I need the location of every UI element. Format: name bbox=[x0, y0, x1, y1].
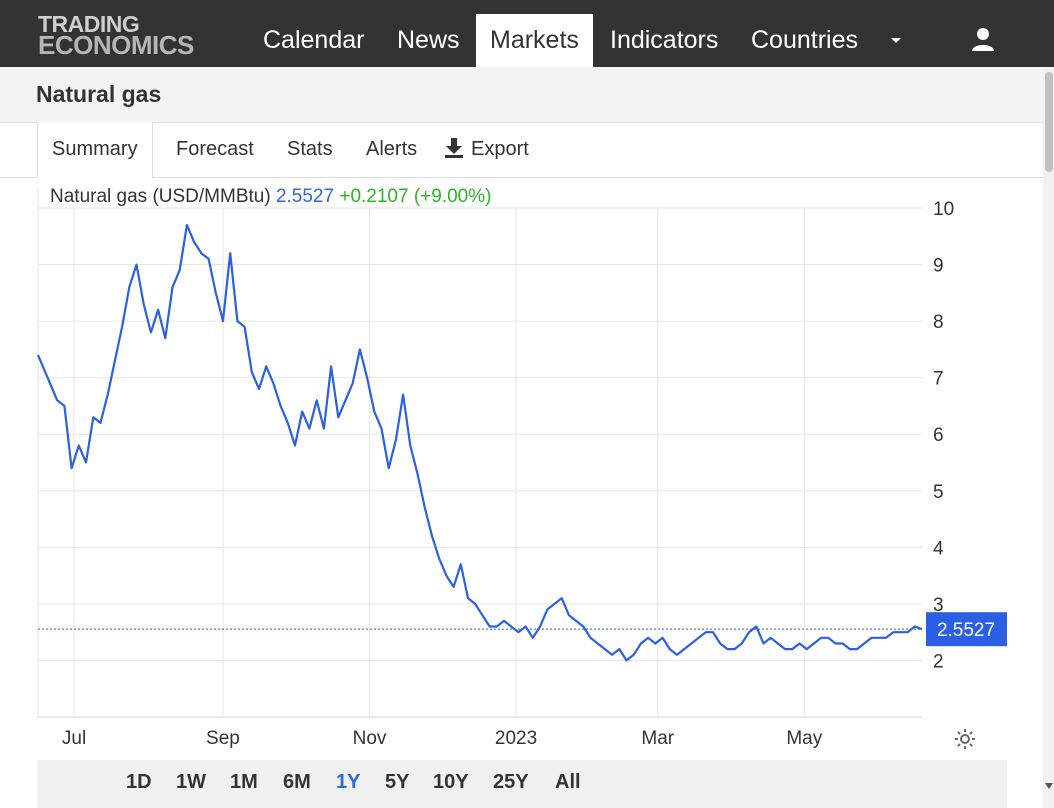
series-header: Natural gas (USD/MMBtu) 2.5527 +0.2107 (… bbox=[50, 186, 491, 208]
scroll-down-arrow-icon[interactable] bbox=[1045, 783, 1053, 789]
caret-down-icon[interactable] bbox=[891, 38, 901, 43]
range-1y[interactable]: 1Y bbox=[336, 771, 361, 793]
nav-item-indicators[interactable]: Indicators bbox=[610, 26, 719, 54]
x-tick-label: 2023 bbox=[495, 728, 537, 749]
range-10y[interactable]: 10Y bbox=[433, 771, 469, 793]
y-tick-label: 9 bbox=[933, 256, 944, 277]
range-1w[interactable]: 1W bbox=[176, 771, 206, 793]
nav-item-calendar[interactable]: Calendar bbox=[263, 26, 365, 54]
logo-line-1: TRADING bbox=[38, 11, 140, 37]
scrollbar-thumb[interactable] bbox=[1045, 72, 1053, 172]
tab-stats[interactable]: Stats bbox=[287, 138, 333, 160]
y-tick-label: 2 bbox=[933, 651, 944, 672]
site-logo[interactable]: TRADING ECONOMICS bbox=[38, 11, 194, 60]
nav-item-countries[interactable]: Countries bbox=[751, 26, 858, 54]
logo-line-2: ECONOMICS bbox=[38, 30, 194, 60]
x-tick-label: Mar bbox=[641, 728, 674, 749]
page-scrollbar[interactable] bbox=[1043, 67, 1054, 808]
y-tick-label: 3 bbox=[933, 595, 944, 616]
download-icon[interactable] bbox=[444, 137, 464, 159]
series-last-value: 2.5527 bbox=[275, 186, 335, 207]
range-5y[interactable]: 5Y bbox=[385, 771, 410, 793]
range-1m[interactable]: 1M bbox=[230, 771, 258, 793]
last-value-badge-label: 2.5527 bbox=[937, 620, 995, 641]
series-change: +0.2107 (+9.00%) bbox=[339, 186, 492, 207]
tab-forecast[interactable]: Forecast bbox=[176, 138, 254, 160]
tab-bar: Summary Forecast Stats Alerts Export bbox=[0, 122, 1043, 178]
y-tick-label: 5 bbox=[933, 482, 944, 503]
title-bar: Natural gas bbox=[0, 67, 1043, 123]
nav-item-markets[interactable]: Markets bbox=[476, 14, 593, 67]
x-tick-label: May bbox=[786, 728, 822, 749]
range-selector bbox=[37, 760, 1007, 808]
page-title: Natural gas bbox=[36, 81, 162, 107]
x-tick-label: Jul bbox=[62, 728, 86, 749]
range-25y[interactable]: 25Y bbox=[493, 771, 529, 793]
tab-summary[interactable]: Summary bbox=[37, 122, 153, 178]
y-tick-label: 7 bbox=[933, 369, 944, 390]
top-navigation: TRADING ECONOMICS Calendar News Markets … bbox=[0, 0, 1054, 67]
range-6m[interactable]: 6M bbox=[283, 771, 311, 793]
range-all[interactable]: All bbox=[555, 771, 581, 793]
price-chart[interactable]: 2 3 4 5 6 7 8 9 10 Jul Sep Nov 2023 Mar May 2.5527 bbox=[0, 178, 1043, 808]
user-icon[interactable] bbox=[970, 26, 996, 52]
last-value-badge bbox=[926, 612, 1007, 647]
y-tick-label: 8 bbox=[933, 312, 944, 333]
gear-icon[interactable] bbox=[953, 727, 977, 751]
x-tick-label: Nov bbox=[353, 728, 387, 749]
y-tick-label: 4 bbox=[933, 538, 944, 559]
tab-alerts[interactable]: Alerts bbox=[366, 138, 418, 160]
series-name: Natural gas (USD/MMBtu) bbox=[50, 186, 271, 207]
plot-area bbox=[38, 208, 922, 717]
range-1d[interactable]: 1D bbox=[126, 771, 152, 793]
y-tick-label: 10 bbox=[933, 199, 954, 220]
nav-item-news[interactable]: News bbox=[397, 26, 460, 54]
x-tick-label: Sep bbox=[206, 728, 240, 749]
y-tick-label: 6 bbox=[933, 425, 944, 446]
tab-export[interactable]: Export bbox=[471, 138, 529, 160]
series-line bbox=[36, 223, 923, 662]
